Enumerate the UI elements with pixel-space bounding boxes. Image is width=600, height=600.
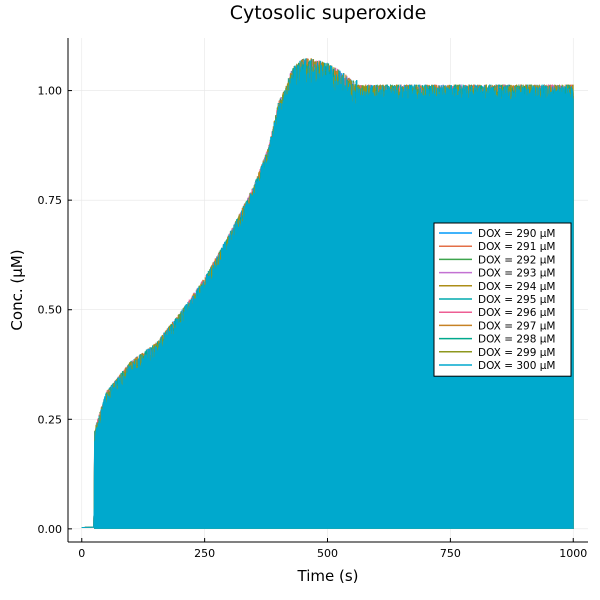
y-tick-label: 1.00 — [38, 85, 63, 98]
y-axis-ticks: 0.00 0.25 0.50 0.75 1.00 — [38, 85, 72, 536]
y-tick-label: 0.50 — [38, 304, 63, 317]
legend-entry: DOX = 294 μM — [478, 281, 555, 293]
y-axis-title: Conc. (μM) — [8, 249, 26, 330]
legend-entry: DOX = 292 μM — [478, 254, 555, 266]
legend-entry: DOX = 296 μM — [478, 307, 555, 319]
legend-entry: DOX = 298 μM — [478, 334, 555, 346]
plot-area — [81, 58, 574, 529]
x-tick-label: 250 — [194, 547, 215, 560]
y-tick-label: 0.25 — [38, 413, 63, 426]
chart-title: Cytosolic superoxide — [230, 2, 427, 24]
x-tick-label: 750 — [440, 547, 461, 560]
x-tick-label: 500 — [317, 547, 338, 560]
y-tick-label: 0.00 — [38, 523, 63, 536]
x-axis-title: Time (s) — [297, 567, 359, 585]
x-tick-label: 0 — [78, 547, 85, 560]
y-tick-label: 0.75 — [38, 194, 63, 207]
x-tick-label: 1000 — [559, 547, 587, 560]
legend-entry: DOX = 297 μM — [478, 320, 555, 332]
legend-entry: DOX = 293 μM — [478, 268, 555, 280]
series-line — [81, 58, 574, 529]
legend-entry: DOX = 295 μM — [478, 294, 555, 306]
legend-entry: DOX = 291 μM — [478, 241, 555, 253]
x-axis-ticks: 0 250 500 750 1000 — [78, 538, 587, 560]
legend-entry: DOX = 299 μM — [478, 347, 555, 359]
legend-entry: DOX = 300 μM — [478, 360, 555, 372]
legend-entry: DOX = 290 μM — [478, 228, 555, 240]
